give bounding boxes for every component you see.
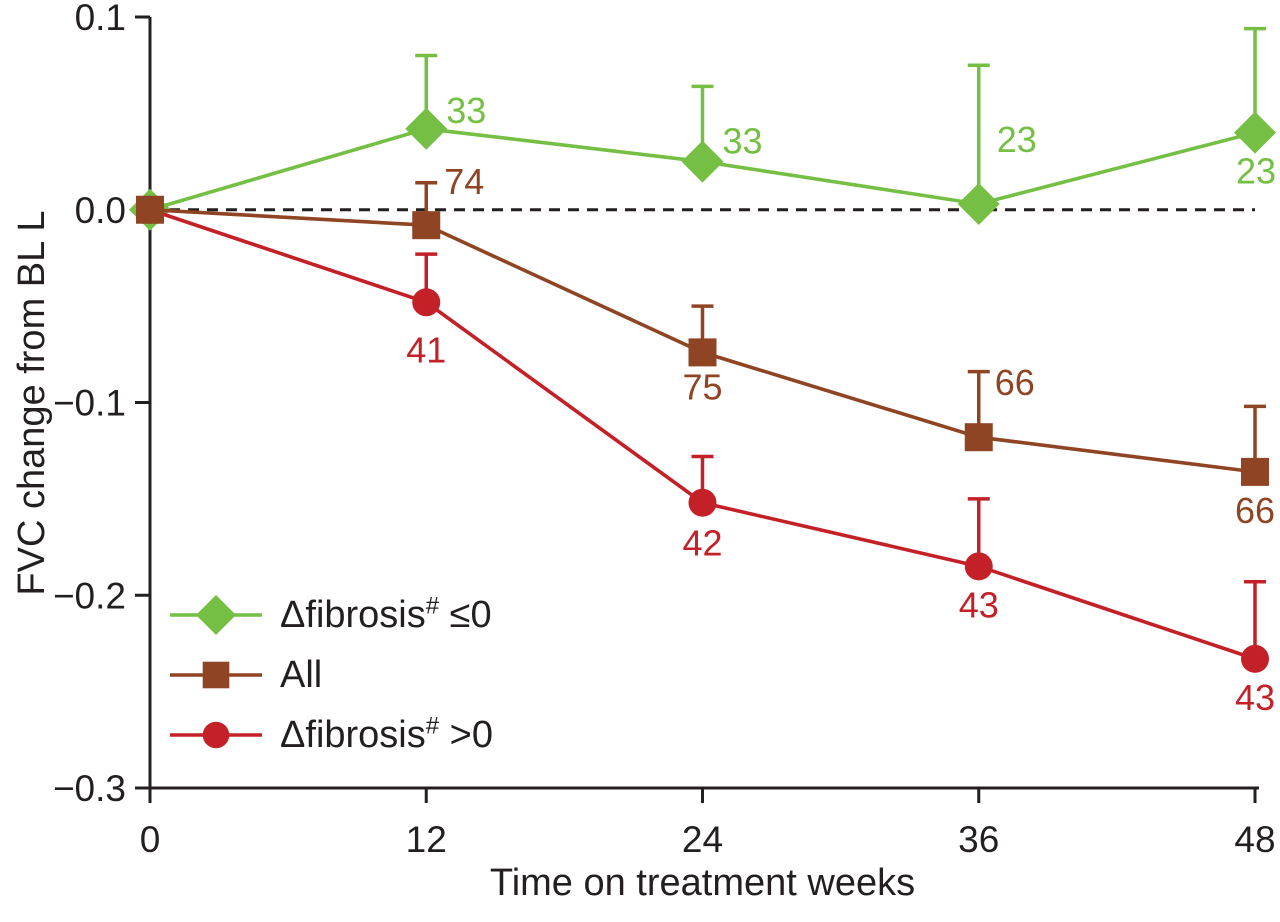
diamond-marker [957, 182, 1000, 225]
value-label: 41 [406, 329, 446, 370]
value-label: 42 [682, 523, 722, 564]
diamond-marker [1234, 111, 1276, 154]
y-tick-label: −0.2 [53, 575, 126, 616]
square-marker [964, 423, 993, 452]
legend-superscript: # [425, 591, 440, 619]
diamond-marker [196, 595, 236, 635]
square-marker [136, 195, 164, 224]
circle-marker [412, 288, 441, 317]
square-marker [1241, 457, 1269, 486]
legend-superscript: # [425, 711, 440, 739]
circle-marker [1241, 644, 1269, 673]
legend-label: Δfibrosis# >0 [280, 711, 493, 757]
value-label: 43 [959, 584, 999, 625]
y-tick-label: 0.1 [75, 0, 126, 38]
legend-item-fibrosis-le0: Δfibrosis# ≤0 [166, 592, 493, 638]
value-label: 74 [444, 161, 484, 202]
series-all: 74 75 66 66 [136, 161, 1275, 531]
legend-label: All [280, 654, 322, 697]
value-label: 75 [682, 366, 722, 407]
legend-item-fibrosis-gt0: Δfibrosis# >0 [166, 712, 493, 758]
y-tick-label: −0.1 [53, 383, 126, 424]
value-label: 33 [723, 121, 763, 162]
legend-text: Δfibrosis [280, 713, 426, 756]
legend-item-all: All [166, 652, 493, 698]
series-fibrosis-gt0: 41 42 43 43 [136, 195, 1275, 718]
value-label: 66 [1235, 490, 1275, 531]
value-label: 23 [1236, 151, 1276, 192]
x-tick-label: 36 [958, 819, 999, 860]
diamond-marker [405, 107, 448, 150]
legend-circle-icon [170, 721, 262, 749]
square-marker [412, 211, 441, 240]
x-tick-label: 12 [406, 819, 447, 860]
legend-text: Δfibrosis [280, 593, 426, 636]
y-axis-title: FVC change from BL L [11, 210, 53, 596]
y-tick-label: 0.0 [75, 190, 126, 231]
value-label: 66 [995, 362, 1035, 403]
value-label: 23 [997, 119, 1037, 160]
circle-marker [202, 721, 230, 749]
square-marker [202, 661, 230, 689]
legend-text: All [280, 653, 323, 696]
legend-square-icon [170, 661, 262, 689]
value-label: 43 [1235, 677, 1275, 718]
x-tick-label: 0 [140, 819, 161, 860]
x-tick-label: 48 [1234, 819, 1275, 860]
legend-diamond-icon [170, 595, 262, 635]
value-label: 33 [446, 90, 486, 131]
circle-marker [964, 552, 993, 581]
legend-text: ≤0 [439, 593, 492, 636]
circle-marker [688, 488, 717, 517]
legend-label: Δfibrosis# ≤0 [280, 591, 492, 637]
y-tick-label: −0.3 [53, 768, 126, 809]
x-tick-label: 24 [682, 819, 723, 860]
x-axis-title: Time on treatment weeks [489, 862, 916, 904]
legend: Δfibrosis# ≤0 All Δfibrosis# >0 [166, 592, 493, 758]
legend-text: >0 [439, 713, 493, 756]
series-fibrosis-le0: 33 33 23 23 [129, 26, 1276, 231]
square-marker [688, 338, 717, 367]
diamond-marker [681, 140, 724, 183]
